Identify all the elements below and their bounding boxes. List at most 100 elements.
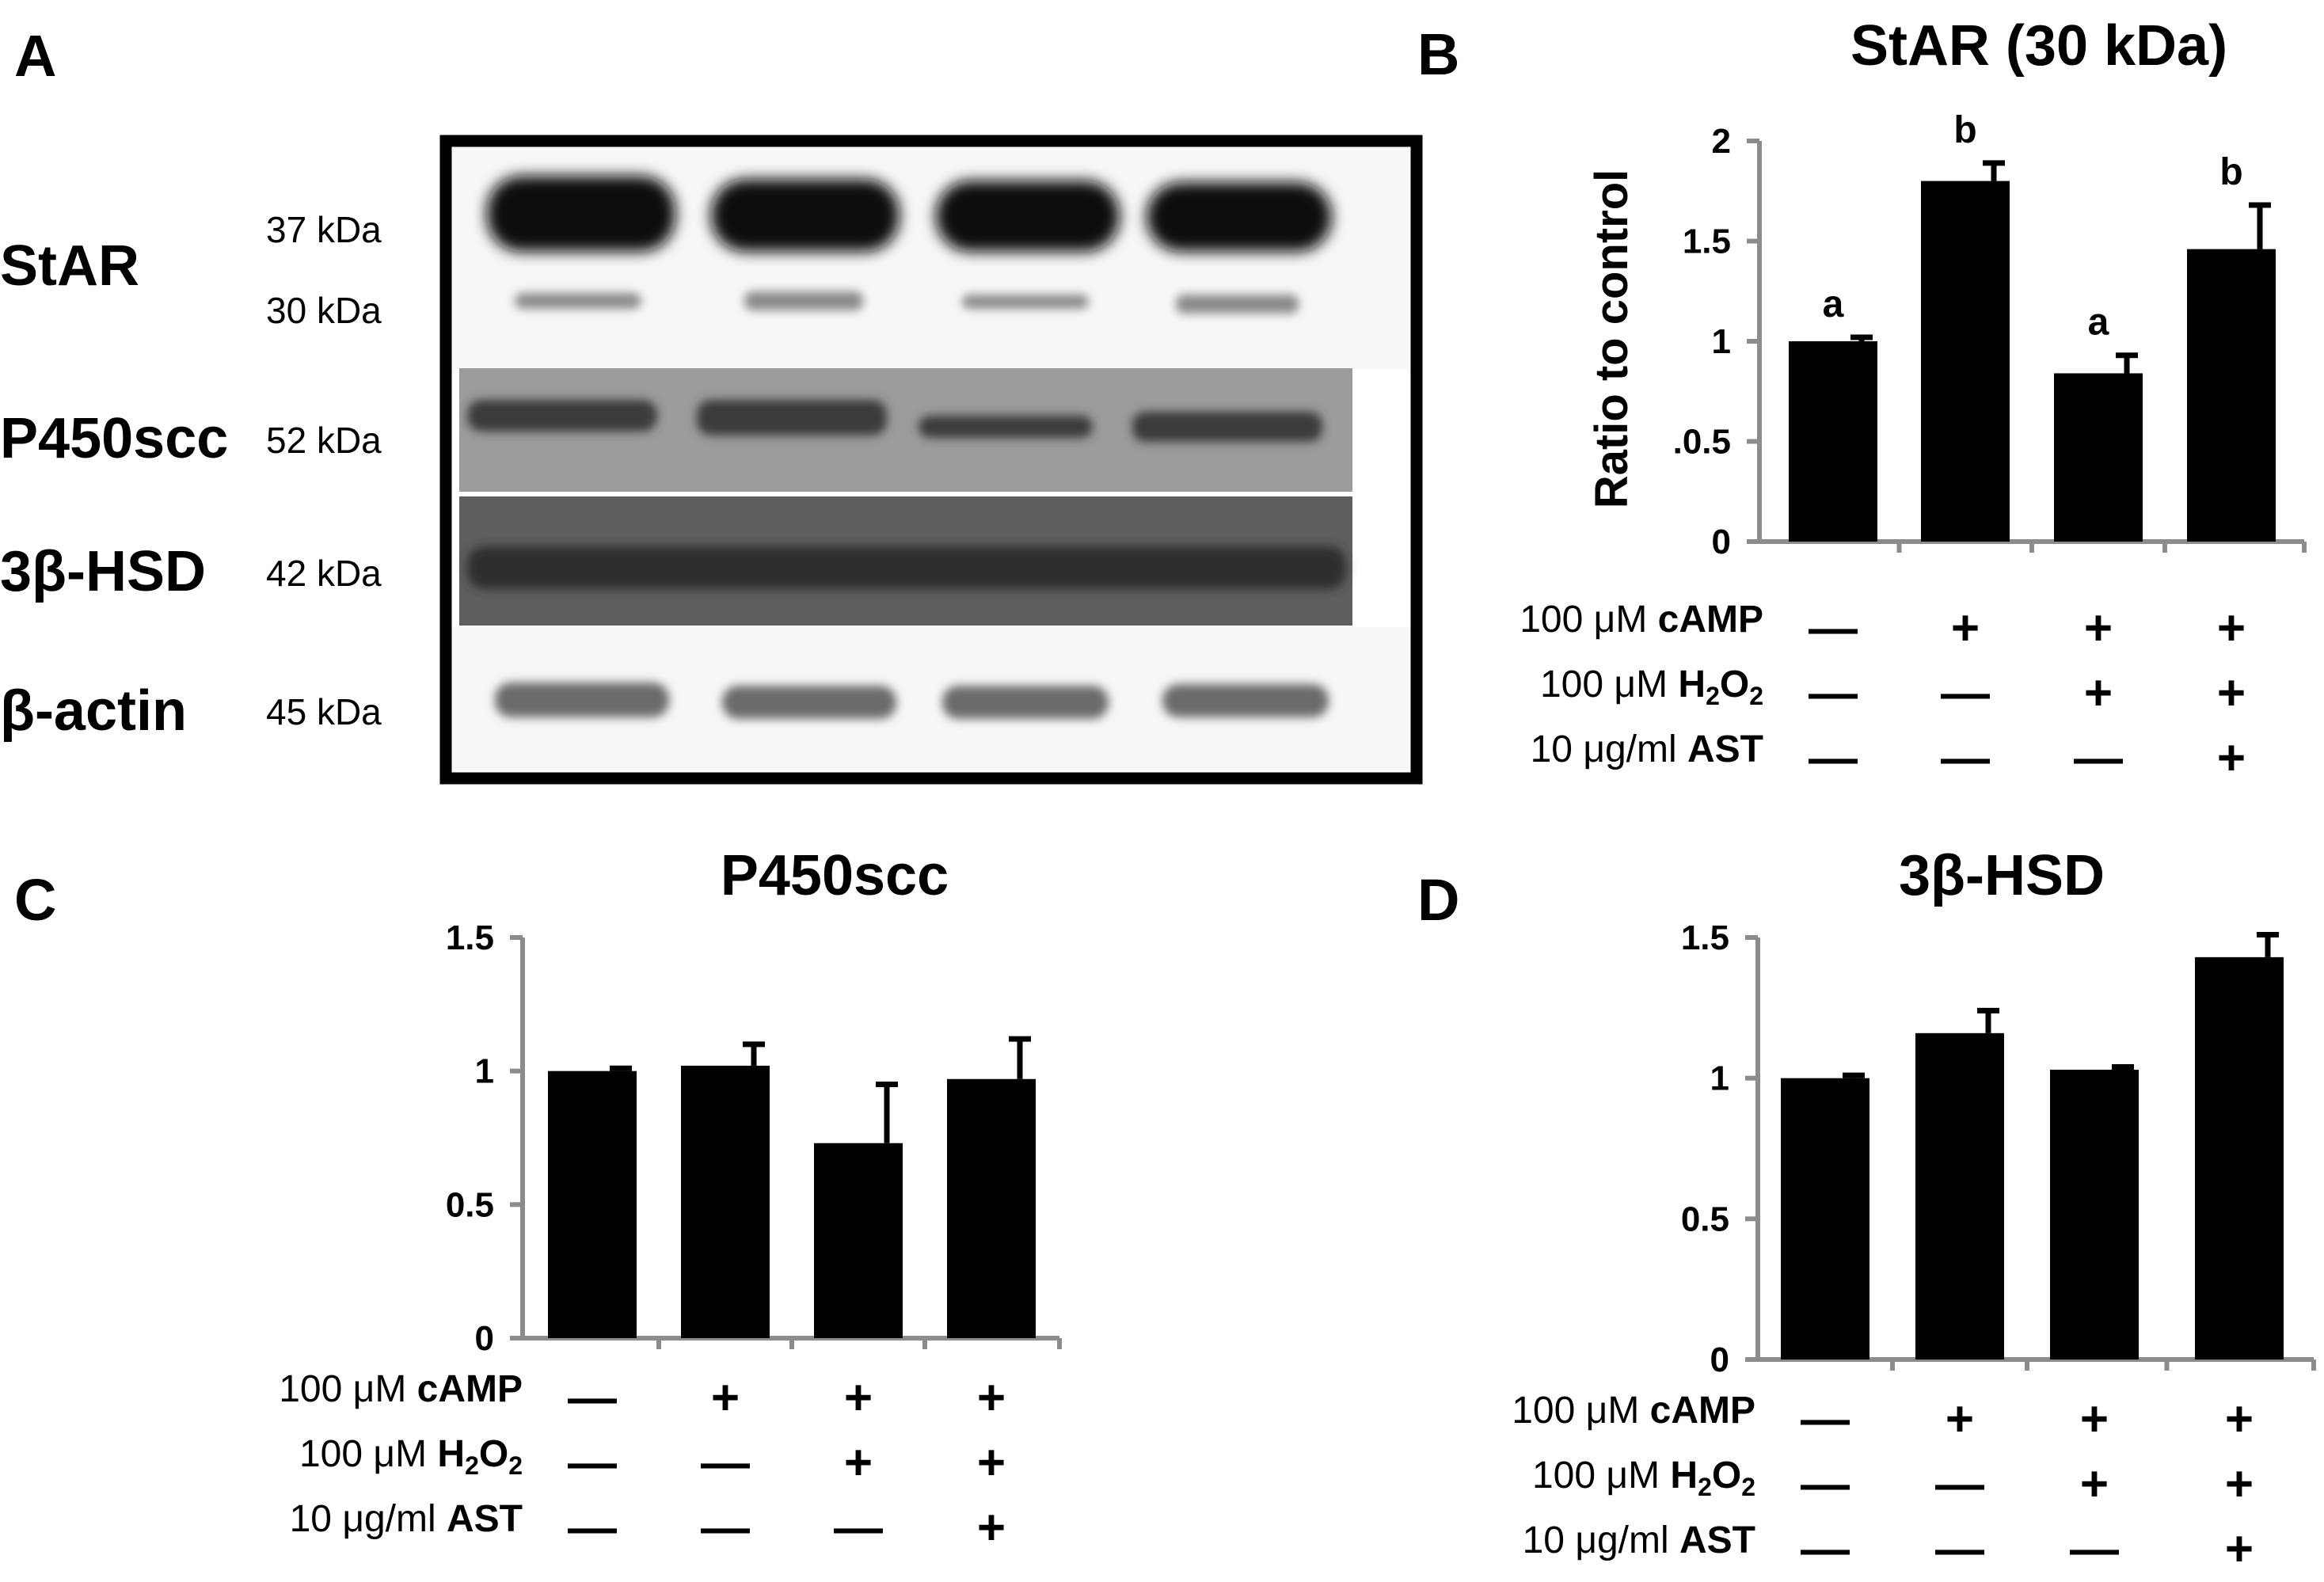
y-tick-label: 0 <box>1710 1341 1729 1379</box>
blot-label-b-actin: β-actin <box>0 679 187 743</box>
plus-sign: + <box>2217 666 2246 721</box>
plot-area: 0 0.5 1 1.5 <box>446 918 1062 1358</box>
condition-subscript: 2 <box>1749 682 1763 710</box>
plus-sign: + <box>2084 601 2113 656</box>
y-tick-label: 0.5 <box>1681 1200 1729 1238</box>
bar <box>1915 1032 2004 1360</box>
significance-letter: b <box>2219 151 2242 193</box>
plus-sign: + <box>977 1436 1006 1490</box>
condition-name: cAMP <box>1658 599 1763 641</box>
y-tick-label: 1 <box>1712 322 1731 361</box>
marker-37kda: 37 kDa <box>266 209 382 250</box>
blot-image <box>439 135 1423 785</box>
condition-name: H <box>437 1433 465 1475</box>
plus-sign: + <box>2225 1457 2254 1512</box>
y-tick-label: 0 <box>475 1319 494 1358</box>
marker-52kda: 52 kDa <box>266 420 382 461</box>
condition-label: 10 μg/ml AST <box>1523 1519 1755 1561</box>
panel-b-star-chart: B StAR (30 kDa) Ratio to control 0 .0.5 1 1… <box>1417 14 2307 785</box>
y-tick-label: 1.5 <box>1681 918 1729 957</box>
minus-sign: — <box>568 1371 617 1425</box>
bar <box>814 1143 903 1338</box>
condition-subscript: 2 <box>465 1451 479 1480</box>
blot-label-3b-hsd: 3β-HSD <box>0 540 206 603</box>
condition-label: 100 μM H2O2 <box>299 1433 523 1480</box>
blot-label-star: StAR <box>0 234 139 298</box>
y-axis-label: Ratio to control <box>1586 169 1637 509</box>
condition-label: 10 μg/ml AST <box>290 1498 523 1540</box>
y-tick-label: 0.5 <box>446 1185 494 1224</box>
minus-sign: — <box>1801 1457 1850 1512</box>
condition-name: O <box>1720 664 1749 705</box>
minus-sign: — <box>1801 1522 1850 1576</box>
y-tick-label: 0 <box>1712 523 1731 561</box>
condition-name: AST <box>447 1498 523 1540</box>
plus-sign: + <box>2080 1457 2109 1512</box>
condition-name: O <box>1712 1455 1741 1496</box>
condition-name: AST <box>1687 728 1763 770</box>
minus-sign: — <box>568 1500 617 1555</box>
blot-label-p450scc: P450scc <box>0 407 228 470</box>
plus-sign: + <box>977 1371 1006 1425</box>
panel-d-3b-hsd-chart: D 3β-HSD 0 0.5 1 1.5 100 μM cAMP — + + +100 μM … <box>1417 844 2316 1576</box>
minus-sign: — <box>1935 1457 1984 1512</box>
condition-subscript: 2 <box>508 1451 523 1480</box>
condition-table: 100 μM cAMP — + + +100 μM H2O2— — + +10 μg/ml A… <box>279 1368 1006 1555</box>
significance-letter: b <box>1953 109 1976 151</box>
plus-sign: + <box>2217 601 2246 656</box>
minus-sign: — <box>568 1436 617 1490</box>
condition-dose: 10 μg/ml <box>290 1498 447 1540</box>
minus-sign: — <box>2070 1522 2119 1576</box>
panel-letter-d: D <box>1417 867 1459 933</box>
y-tick-label: 1.5 <box>446 918 494 957</box>
condition-subscript: 2 <box>1706 682 1720 710</box>
y-tick-label: .0.5 <box>1673 423 1731 462</box>
bar <box>1921 181 2010 542</box>
minus-sign: — <box>1935 1522 1984 1576</box>
minus-sign: — <box>1941 666 1990 721</box>
condition-name: cAMP <box>1650 1390 1755 1432</box>
bar <box>1789 341 1877 542</box>
condition-name: cAMP <box>417 1368 523 1410</box>
chart-title: 3β-HSD <box>1899 844 2105 907</box>
condition-dose: 100 μM <box>1520 599 1657 641</box>
condition-dose: 10 μg/ml <box>1531 728 1687 770</box>
y-tick-label: 1.5 <box>1683 222 1731 261</box>
bar <box>681 1065 770 1338</box>
marker-42kda: 42 kDa <box>266 553 382 594</box>
condition-subscript: 2 <box>1698 1473 1712 1501</box>
condition-dose: 100 μM <box>299 1433 437 1475</box>
condition-name: O <box>479 1433 508 1475</box>
plus-sign: + <box>2225 1522 2254 1576</box>
condition-dose: 100 μM <box>1512 1390 1649 1432</box>
condition-dose: 100 μM <box>1540 664 1678 705</box>
plus-sign: + <box>2225 1392 2254 1447</box>
plus-sign: + <box>1946 1392 1974 1447</box>
condition-label: 100 μM cAMP <box>279 1368 523 1410</box>
condition-dose: 100 μM <box>279 1368 416 1410</box>
condition-name: H <box>1678 664 1706 705</box>
plot-area: 0 0.5 1 1.5 <box>1681 918 2316 1379</box>
plus-sign: + <box>1951 601 1980 656</box>
panel-c-p450scc-chart: C P450scc 0 0.5 1 1.5 100 μM cAMP — + + +100 μM… <box>14 844 1062 1555</box>
minus-sign: — <box>834 1500 883 1555</box>
condition-subscript: 2 <box>1741 1473 1755 1501</box>
condition-label: 100 μM H2O2 <box>1540 664 1763 710</box>
plus-sign: + <box>977 1500 1006 1555</box>
panel-a-western-blot: A StAR P450scc 3β-HSD β-actin 37 kDa 30 … <box>0 23 1423 785</box>
plus-sign: + <box>2217 731 2246 785</box>
condition-label: 100 μM cAMP <box>1520 599 1763 641</box>
plus-sign: + <box>711 1371 740 1425</box>
bar <box>1781 1078 1869 1360</box>
y-tick-label: 2 <box>1712 122 1731 161</box>
minus-sign: — <box>701 1500 750 1555</box>
condition-name: AST <box>1679 1519 1755 1561</box>
minus-sign: — <box>2074 731 2123 785</box>
minus-sign: — <box>1809 666 1858 721</box>
minus-sign: — <box>1809 601 1858 656</box>
minus-sign: — <box>701 1436 750 1490</box>
bar <box>2054 373 2143 542</box>
condition-label: 100 μM cAMP <box>1512 1390 1755 1432</box>
marker-30kda: 30 kDa <box>266 290 382 331</box>
